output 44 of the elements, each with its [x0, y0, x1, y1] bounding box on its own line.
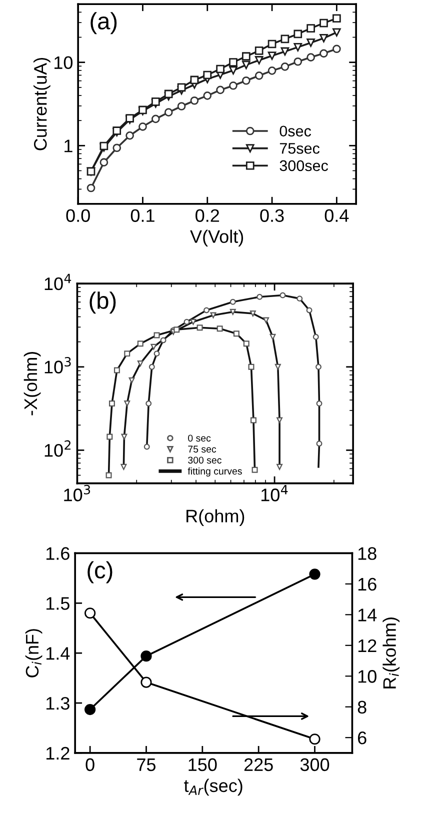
legend-label: 300 sec — [188, 456, 222, 464]
x-tick-label: 0.1 — [130, 209, 154, 222]
y-axis-title: -X(ohm) — [24, 352, 41, 416]
x-tick-label: 150 — [188, 758, 217, 772]
y2-tick-label: 16 — [358, 578, 376, 591]
x-axis-title: t$_{Ar}$(sec) — [184, 778, 242, 796]
annotation: (c) — [88, 561, 112, 584]
x-tick-label: 0.3 — [260, 209, 284, 222]
series-label: fitting curves — [188, 467, 242, 477]
y-tick-label: 1.5 — [46, 597, 70, 610]
y-tick-label: 1 — [64, 140, 72, 152]
y2-tick-label: 12 — [358, 639, 376, 652]
y-tick-label: 10$^{3}$ — [44, 357, 71, 374]
x-tick-label: 300 — [300, 758, 330, 772]
x-axis-title: R(ohm) — [186, 509, 244, 526]
x-tick-label: 0 — [86, 758, 94, 772]
x-tick-label: 0.0 — [66, 209, 90, 222]
x-tick-label: 225 — [244, 758, 273, 772]
y-tick-label: 1.3 — [46, 696, 70, 710]
y-tick-label: 1.4 — [46, 647, 70, 660]
y-axis-title: C$_{i}$(nF) — [25, 629, 42, 678]
annotation: (b) — [90, 292, 116, 314]
legend-label: 0 sec — [188, 434, 211, 442]
x-axis-title: V(Volt) — [190, 230, 244, 247]
x-tick-label: 0.4 — [324, 209, 349, 222]
y-tick-label: 1.6 — [46, 547, 70, 560]
y-tick-label: 1.2 — [46, 746, 70, 760]
y-tick-label: 10 — [54, 56, 73, 70]
y2-tick-label: 8 — [358, 700, 366, 714]
y-axis-title: Current(uA) — [34, 58, 50, 150]
y2-axis-title: R$_{i}$(kohm) — [382, 618, 400, 688]
legend-label: 75 sec — [188, 446, 216, 453]
y2-tick-label: 10 — [358, 670, 376, 683]
y-tick-label: 10$^{2}$ — [44, 440, 70, 457]
y2-tick-label: 6 — [358, 732, 366, 744]
legend-label: 0sec — [280, 126, 312, 137]
annotation: (a) — [90, 12, 117, 34]
x-tick-label: 75 — [137, 758, 156, 772]
y-tick-label: 10$^{4}$ — [44, 274, 72, 290]
x-tick-label: 0.2 — [196, 209, 220, 222]
y2-tick-label: 14 — [358, 608, 377, 622]
legend-label: 75sec — [280, 143, 320, 154]
y2-tick-label: 18 — [358, 547, 376, 560]
legend-label: 300sec — [280, 160, 328, 172]
